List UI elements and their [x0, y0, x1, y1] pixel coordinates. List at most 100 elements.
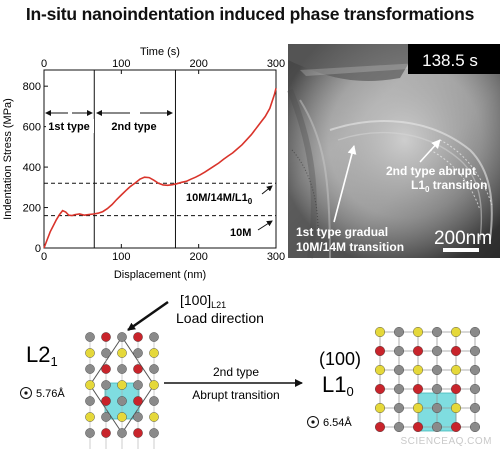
- tem-label-1st-line2: 10M/14M transition: [296, 240, 404, 254]
- load-direction-label: Load direction: [176, 310, 264, 326]
- atom: [394, 403, 405, 414]
- tem-label-2nd-line2: L10 transition: [411, 178, 487, 194]
- y-tick-label: 200: [23, 203, 41, 215]
- atom: [117, 332, 127, 342]
- atom: [432, 327, 443, 338]
- atom: [149, 332, 159, 342]
- atom: [101, 412, 111, 422]
- atom: [432, 365, 443, 376]
- figure-title: In-situ nanoindentation induced phase tr…: [25, 4, 475, 24]
- atom: [451, 422, 462, 433]
- x-tick-label: 200: [189, 251, 207, 263]
- atom: [133, 428, 143, 438]
- atom: [133, 332, 143, 342]
- type1-label: 1st type: [48, 121, 90, 133]
- watermark: SCIENCEAQ.COM: [400, 436, 492, 447]
- atom: [133, 364, 143, 374]
- stress-displacement-chart: 0 100 200 300 0 200 400 600 800 0 100 200 300 Disp…: [2, 46, 285, 281]
- tem-time-box: [408, 44, 500, 74]
- x2-tick-label: 200: [189, 58, 207, 70]
- atom: [470, 422, 481, 433]
- atom: [413, 403, 424, 414]
- atom: [375, 346, 386, 357]
- atom: [394, 422, 405, 433]
- atom: [375, 365, 386, 376]
- x-ticks: 0 100 200 300: [41, 244, 285, 263]
- arrow-label-bottom: Abrupt transition: [192, 388, 279, 402]
- atom: [413, 384, 424, 395]
- type2-label: 2nd type: [111, 121, 156, 133]
- atom: [149, 428, 159, 438]
- atom: [375, 422, 386, 433]
- level-upper-pointer: [261, 185, 273, 195]
- atom: [470, 365, 481, 376]
- tem-micrograph: 138.5 s 2nd type abrupt L10 transition 1…: [287, 44, 500, 259]
- atom: [451, 346, 462, 357]
- l21-label: L21: [26, 342, 58, 369]
- atom: [117, 412, 127, 422]
- atom: [451, 365, 462, 376]
- tem-arrow-1st: [333, 145, 357, 223]
- atom: [375, 327, 386, 338]
- atom: [375, 403, 386, 414]
- load-direction-index: [100]L21: [180, 292, 226, 310]
- atom: [375, 384, 386, 395]
- atom: [149, 380, 159, 390]
- x-axis-label: Displacement (nm): [114, 269, 206, 281]
- y-tick-label: 600: [23, 122, 41, 134]
- atom: [432, 346, 443, 357]
- atom: [394, 384, 405, 395]
- level-lower-pointer: [257, 220, 273, 231]
- x2-ticks: 0 100 200 300: [41, 58, 285, 74]
- atom: [413, 422, 424, 433]
- stress-curve: [43, 88, 277, 249]
- x2-axis-label: Time (s): [140, 46, 180, 58]
- x2-tick-label: 0: [41, 58, 47, 70]
- atom: [470, 327, 481, 338]
- atom: [101, 332, 111, 342]
- x-tick-label: 100: [112, 251, 130, 263]
- tem-label-2nd-line1: 2nd type abrupt: [386, 164, 476, 178]
- atom: [451, 384, 462, 395]
- atom: [149, 364, 159, 374]
- l10-lattice: [375, 327, 481, 433]
- plane-label: (100): [319, 349, 361, 369]
- atom: [149, 348, 159, 358]
- l21-lattice: [85, 332, 159, 449]
- atom: [101, 428, 111, 438]
- atom: [85, 396, 95, 406]
- y-axis-label: Indentation Stress (MPa): [2, 98, 14, 220]
- tem-scale-bar: [443, 248, 479, 252]
- atom: [470, 384, 481, 395]
- y-tick-label: 800: [23, 81, 41, 93]
- x2-tick-label: 100: [112, 58, 130, 70]
- plot-frame: [43, 69, 277, 249]
- atom: [394, 365, 405, 376]
- arrow-label-top: 2nd type: [213, 365, 259, 379]
- atom: [133, 348, 143, 358]
- l10-label: L10: [322, 372, 354, 399]
- atom: [117, 428, 127, 438]
- x2-tick-label: 300: [267, 58, 285, 70]
- atom: [149, 412, 159, 422]
- atom: [470, 403, 481, 414]
- atom: [133, 412, 143, 422]
- y-tick-label: 0: [35, 243, 41, 255]
- atom: [413, 365, 424, 376]
- atom: [85, 428, 95, 438]
- level-upper-label: 10M/14M/L10: [186, 192, 253, 206]
- atom: [432, 384, 443, 395]
- y-ticks: 0 200 400 600 800: [23, 81, 48, 255]
- atom: [149, 396, 159, 406]
- atom: [413, 346, 424, 357]
- atom: [85, 332, 95, 342]
- atom: [117, 348, 127, 358]
- atom: [432, 422, 443, 433]
- atom: [85, 364, 95, 374]
- view-direction-symbol-right: [307, 416, 319, 428]
- x-tick-label: 300: [267, 251, 285, 263]
- l21-parameter: 5.76Å: [36, 387, 65, 400]
- atom: [101, 364, 111, 374]
- atom: [470, 346, 481, 357]
